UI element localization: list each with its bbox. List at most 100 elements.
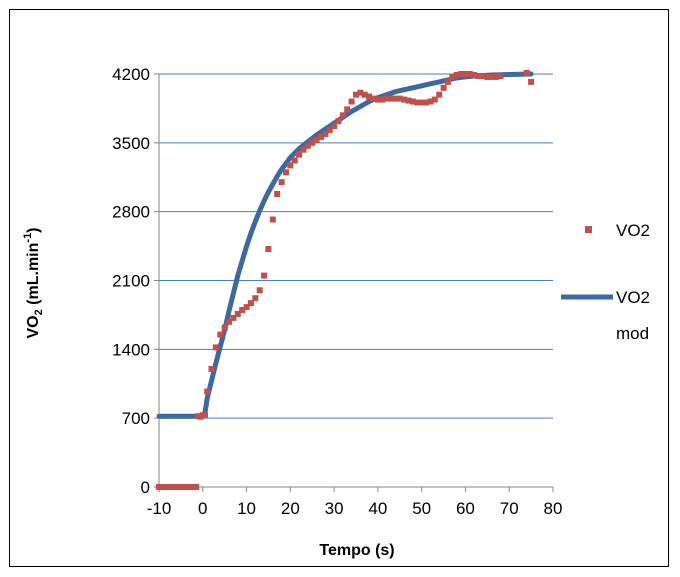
vo2-point-48 bbox=[318, 133, 324, 140]
vo2-point-88 bbox=[493, 73, 500, 80]
vo2-point-37 bbox=[269, 216, 276, 223]
vo2-point-72 bbox=[423, 99, 429, 106]
vo2-point-39 bbox=[278, 179, 285, 186]
vo2-point-86 bbox=[484, 73, 491, 80]
y-axis-title-main: VO bbox=[25, 315, 42, 338]
vo2-point-79 bbox=[453, 72, 460, 78]
y-axis-title-sup: -1 bbox=[22, 233, 34, 243]
series-vo2 bbox=[156, 70, 535, 490]
x-tick-label-3: 20 bbox=[281, 499, 300, 518]
legend-marker-vo2 bbox=[585, 226, 592, 233]
vo2-point-27 bbox=[226, 318, 232, 325]
x-tick-label-7: 60 bbox=[456, 499, 475, 518]
vo2-point-17 bbox=[193, 484, 200, 490]
vo2-point-63 bbox=[383, 95, 390, 102]
vo2-point-78 bbox=[449, 73, 456, 80]
vo2-point-42 bbox=[291, 157, 298, 164]
vo2-point-31 bbox=[243, 304, 250, 311]
vo2-point-57 bbox=[357, 89, 364, 96]
vo2-point-36 bbox=[265, 246, 272, 252]
y-tick-label-6: 4200 bbox=[112, 65, 150, 84]
y-tick-label-4: 2800 bbox=[112, 203, 150, 222]
x-tick-label-0: -10 bbox=[147, 499, 172, 518]
x-tick-label-1: 0 bbox=[198, 499, 207, 518]
vo2-point-33 bbox=[252, 295, 259, 302]
grid-lines bbox=[159, 73, 553, 419]
legend: VO2 VO2 mod bbox=[561, 221, 650, 343]
vo2-point-68 bbox=[405, 97, 412, 104]
x-tick-label-8: 70 bbox=[500, 499, 519, 518]
y-axis-title-close: ) bbox=[25, 227, 42, 232]
y-tick-label-5: 3500 bbox=[112, 134, 150, 153]
vo2-point-55 bbox=[348, 98, 355, 105]
vo2-point-49 bbox=[322, 131, 329, 137]
x-tick-label-5: 40 bbox=[368, 499, 387, 518]
y-axis-title: VO2 (mL.min-1) bbox=[22, 227, 45, 338]
svg-text:VO2 (mL.min-1): VO2 (mL.min-1) bbox=[22, 227, 45, 338]
legend-label-vo2-mod-line1: VO2 bbox=[616, 288, 650, 307]
vo2-point-53 bbox=[339, 112, 346, 119]
vo2-point-90 bbox=[523, 70, 530, 76]
vo2-point-71 bbox=[418, 99, 425, 106]
vo2-point-73 bbox=[427, 98, 434, 105]
vo2-point-83 bbox=[471, 72, 478, 78]
vo2-point-77 bbox=[444, 78, 451, 85]
vo2-point-35 bbox=[261, 272, 268, 279]
vo2-point-43 bbox=[296, 151, 303, 158]
vo2-point-47 bbox=[313, 136, 320, 143]
vo2-point-46 bbox=[309, 139, 316, 146]
y-tick-label-2: 1400 bbox=[112, 340, 150, 359]
vo2-point-30 bbox=[239, 307, 246, 313]
vo2-point-34 bbox=[256, 287, 263, 294]
vo2-point-81 bbox=[462, 71, 469, 77]
y-axis-title-rest: (mL.min bbox=[25, 243, 42, 310]
vo2-point-91 bbox=[528, 78, 535, 85]
vo2-point-52 bbox=[335, 118, 342, 125]
vo2-point-58 bbox=[361, 91, 368, 98]
y-axis-title-sub: 2 bbox=[33, 309, 45, 315]
vo2-point-87 bbox=[488, 73, 495, 80]
x-tick-label-4: 30 bbox=[325, 499, 344, 518]
x-axis-title: Tempo (s) bbox=[319, 542, 394, 559]
vo2-point-70 bbox=[414, 99, 421, 106]
x-tick-label-6: 50 bbox=[412, 499, 431, 518]
vo2-point-67 bbox=[401, 96, 408, 103]
vo2-point-80 bbox=[458, 71, 465, 77]
vo2-point-40 bbox=[283, 169, 289, 176]
vo2-point-85 bbox=[480, 73, 486, 79]
legend-label-vo2-mod-line2: mod bbox=[616, 324, 649, 343]
vo2-point-44 bbox=[300, 146, 307, 153]
vo2-point-51 bbox=[331, 123, 338, 130]
vo2-point-89 bbox=[497, 73, 504, 79]
vo2-point-66 bbox=[396, 95, 403, 102]
x-tick-label-9: 80 bbox=[544, 499, 563, 518]
vo2-point-32 bbox=[247, 300, 254, 307]
vo2-point-50 bbox=[326, 127, 333, 134]
vo2-point-29 bbox=[234, 310, 241, 317]
vo2-point-60 bbox=[370, 95, 377, 102]
vo2-point-38 bbox=[274, 191, 281, 197]
vo2-point-24 bbox=[212, 344, 219, 351]
vo2-point-84 bbox=[475, 73, 482, 79]
vo2-point-41 bbox=[287, 162, 294, 169]
x-tick-label-2: 10 bbox=[237, 499, 256, 518]
vo2-point-64 bbox=[388, 95, 394, 102]
tick-labels: 0 700 1400 2100 2800 3500 4200 -10 0 10 20 30 40 50 60… bbox=[112, 65, 562, 518]
vo2-point-22 bbox=[204, 388, 211, 395]
vo2-point-45 bbox=[304, 142, 311, 149]
vo2-point-25 bbox=[217, 331, 224, 338]
chart-frame bbox=[9, 9, 669, 567]
vo2-point-21 bbox=[202, 412, 208, 419]
legend-label-vo2: VO2 bbox=[616, 221, 650, 240]
vo2-point-26 bbox=[221, 324, 228, 331]
axes bbox=[154, 73, 554, 492]
vo2-point-54 bbox=[344, 106, 351, 113]
vo2-mod-line bbox=[156, 71, 534, 419]
y-tick-label-3: 2100 bbox=[112, 272, 150, 291]
vo2-point-28 bbox=[230, 314, 237, 321]
y-tick-label-0: 0 bbox=[141, 478, 150, 497]
vo2-point-74 bbox=[431, 96, 438, 103]
vo2-point-61 bbox=[374, 96, 381, 103]
vo2-point-23 bbox=[208, 366, 215, 372]
vo2-point-76 bbox=[440, 84, 447, 91]
